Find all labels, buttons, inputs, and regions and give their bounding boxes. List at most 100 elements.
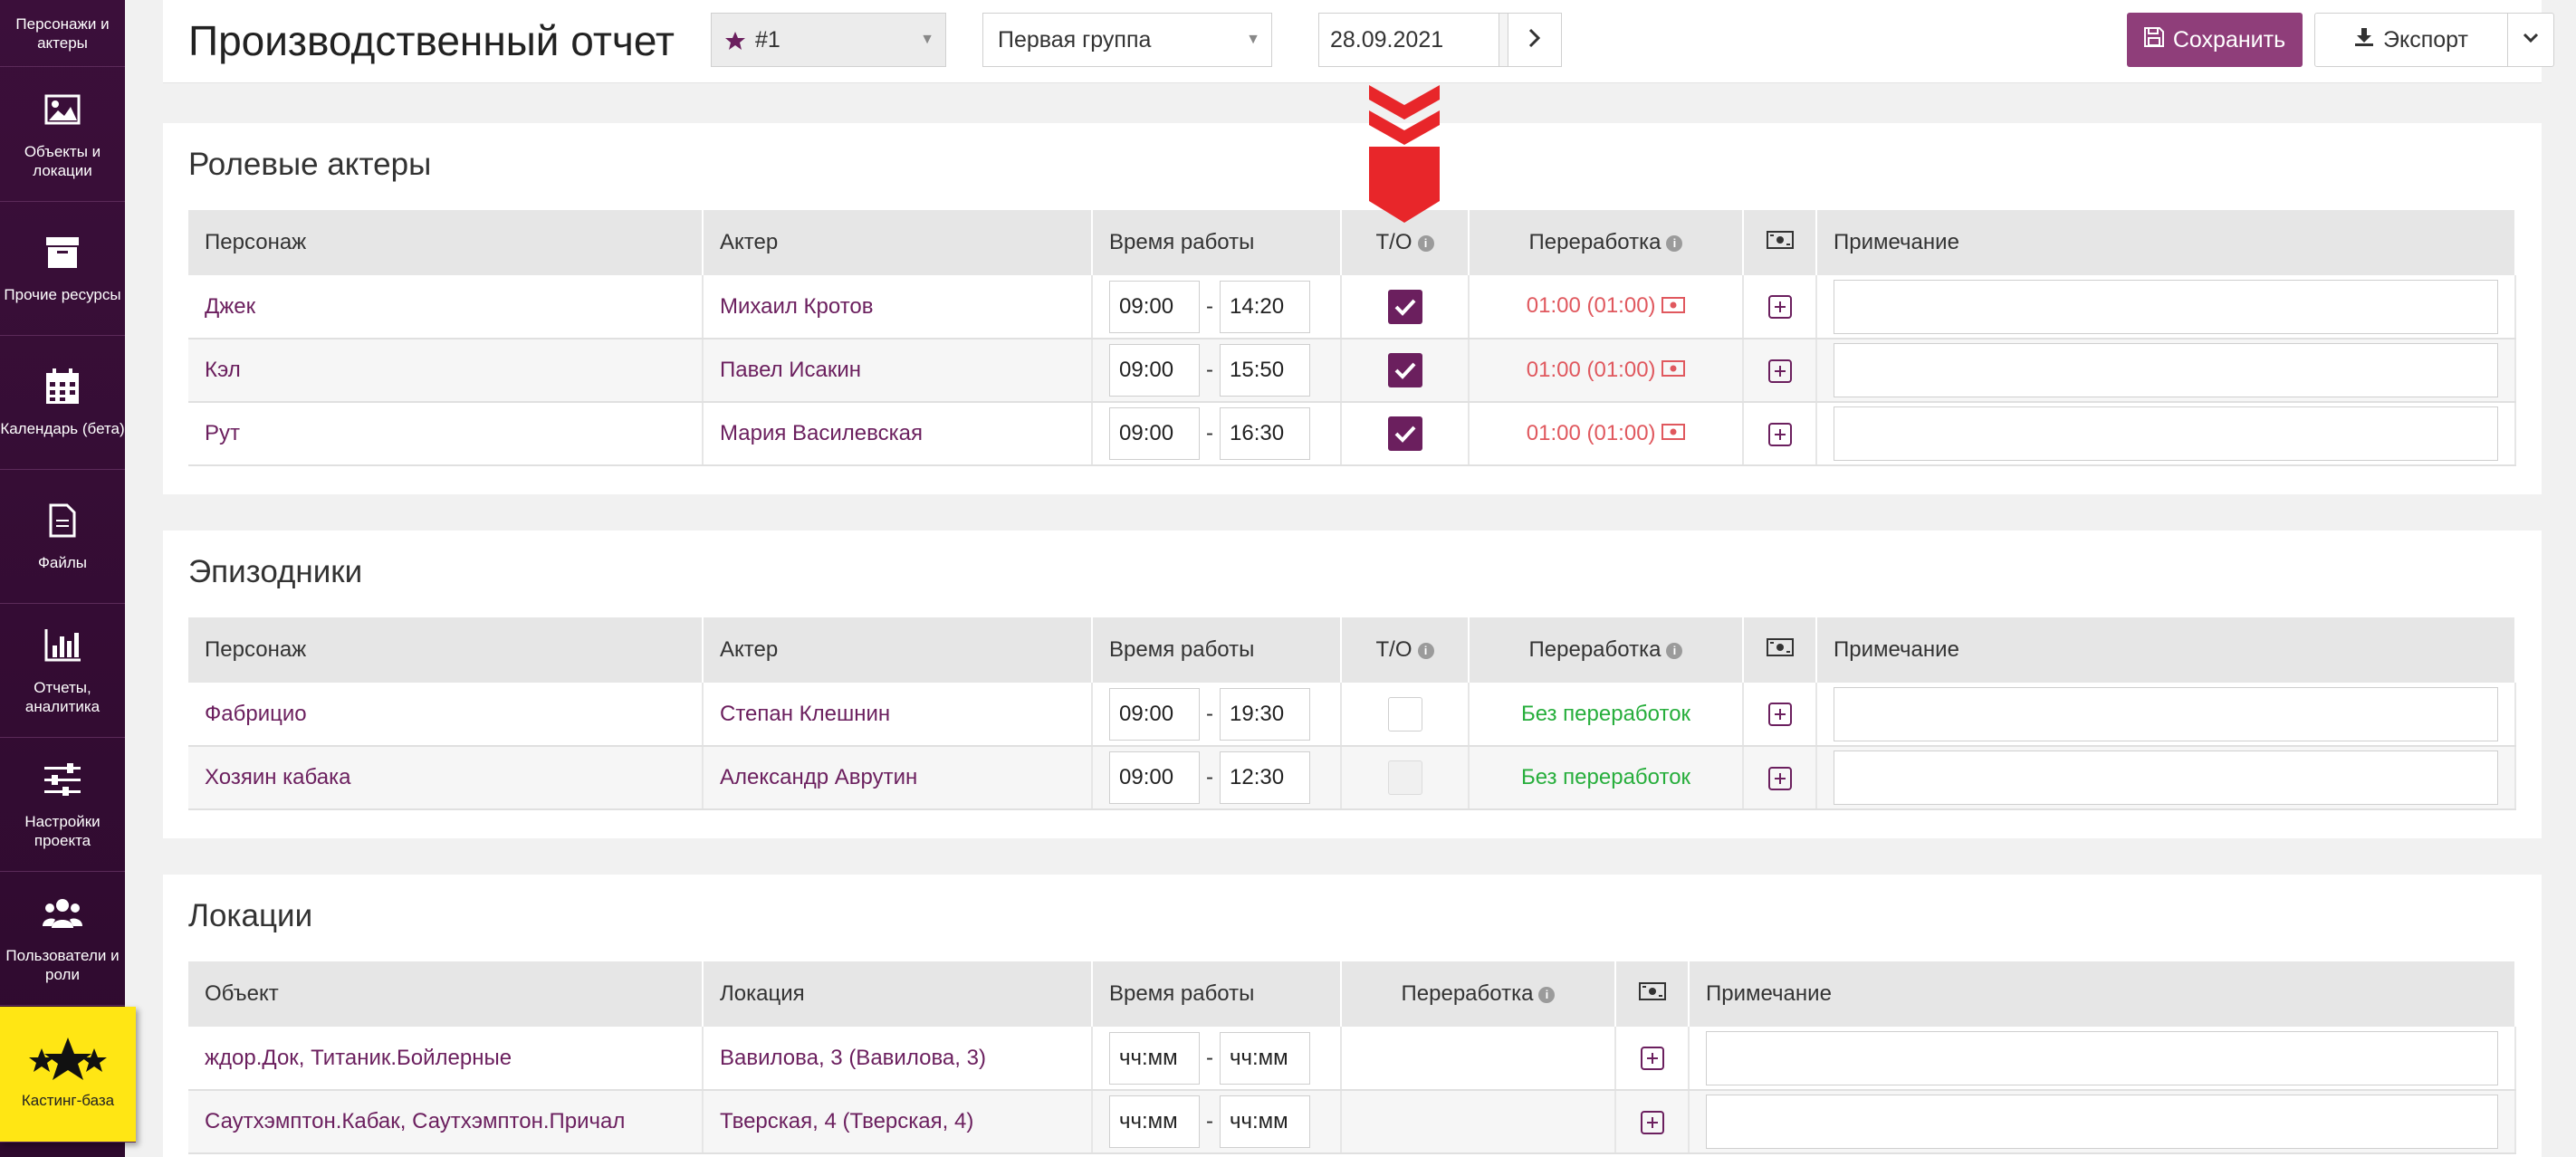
object-link[interactable]: ждор.Док, Титаник.Бойлерные [188,1027,704,1091]
sidebar-item-resources[interactable]: Прочие ресурсы [0,202,125,336]
end-time-input[interactable]: 19:30 [1220,687,1310,741]
end-time-input[interactable]: 16:30 [1220,407,1310,460]
end-time-input[interactable]: чч:мм [1220,1095,1310,1148]
column-header: Актер [703,210,1093,275]
start-time-input[interactable]: 09:00 [1109,280,1200,333]
to-cell [1341,339,1470,403]
note-input[interactable] [1834,406,2498,461]
add-icon[interactable] [1640,1110,1664,1134]
chevron-down-icon: ▼ [920,32,934,47]
work-time-cell: чч:мм - чч:мм [1092,1027,1342,1091]
add-icon[interactable] [1640,1047,1664,1071]
actor-link[interactable]: Александр Аврутин [703,746,1093,810]
report-select[interactable]: #1 ▼ [711,13,946,67]
start-time-input[interactable]: чч:мм [1109,1095,1200,1148]
column-header: Примечание [1816,210,2516,275]
add-payment-cell [1615,1090,1690,1154]
table-header-row: Объект Локация Время работы Переработка i… [188,961,2516,1027]
start-time-input[interactable]: 09:00 [1109,751,1200,804]
save-button[interactable]: Сохранить [2127,13,2303,67]
note-input[interactable] [1706,1095,2498,1149]
location-link[interactable]: Тверская, 4 (Тверская, 4) [703,1090,1093,1154]
export-button[interactable]: Экспорт [2314,13,2508,67]
chevron-down-icon [2522,32,2540,49]
sidebar-item-users[interactable]: Пользователи и роли [0,872,125,1006]
start-time-input[interactable]: чч:мм [1109,1031,1200,1085]
date-input[interactable]: 28.09.2021 [1318,13,1499,67]
end-time-input[interactable]: 15:50 [1220,344,1310,397]
to-checkbox[interactable] [1387,289,1422,324]
overtime-cell: 01:00 (01:00) [1469,275,1744,339]
info-icon[interactable]: i [1417,234,1434,252]
actor-link[interactable]: Мария Василевская [703,402,1093,466]
note-input[interactable] [1834,343,2498,397]
export-dropdown-toggle[interactable] [2507,13,2554,67]
sidebar-item-characters[interactable]: Персонажи и актеры [0,0,125,67]
actor-link[interactable]: Михаил Кротов [703,275,1093,339]
note-input[interactable] [1834,279,2498,334]
group-select[interactable]: Первая группа ▼ [982,13,1272,67]
note-input[interactable] [1834,686,2498,741]
character-link[interactable]: Джек [188,275,704,339]
next-date-button[interactable] [1508,13,1562,67]
start-time-input[interactable]: 09:00 [1109,687,1200,741]
table-header-row: Персонаж Актер Время работы Т/О i Перераб… [188,617,2516,683]
add-icon[interactable] [1767,295,1792,320]
actor-link[interactable]: Павел Исакин [703,339,1093,403]
sidebar-item-objects[interactable]: Объекты и локации [0,68,125,202]
sidebar-item-label: Файлы [37,554,87,571]
to-checkbox[interactable] [1387,353,1422,387]
column-header: Время работы [1092,210,1342,275]
sidebar-item-settings[interactable]: Настройки проекта [0,738,125,872]
overtime-cell: 01:00 (01:00) [1469,402,1744,466]
to-checkbox-disabled [1387,760,1422,795]
info-icon[interactable]: i [1666,234,1683,252]
start-time-input[interactable]: 09:00 [1109,344,1200,397]
work-time-cell: 09:00-12:30 [1092,746,1342,810]
character-link[interactable]: Фабрицио [188,683,704,747]
add-icon[interactable] [1767,703,1792,727]
start-time-input[interactable]: 09:00 [1109,407,1200,460]
end-time-input[interactable]: 14:20 [1220,280,1310,333]
column-header: Актер [703,617,1093,683]
info-icon[interactable]: i [1666,642,1683,659]
table-row: Джек Михаил Кротов 09:00-14:20 01:00 (01… [188,275,2516,339]
add-payment-cell [1615,1027,1690,1091]
sidebar-item-label: Персонажи и актеры [15,14,110,52]
add-icon[interactable] [1767,359,1792,383]
overtime-cell [1341,1027,1616,1091]
sidebar-item-label: Календарь (бета) [0,420,125,437]
sidebar-item-files[interactable]: Файлы [0,470,125,604]
note-input[interactable] [1706,1030,2498,1085]
add-payment-cell [1743,275,1817,339]
character-link[interactable]: Кэл [188,339,704,403]
to-checkbox[interactable] [1387,416,1422,451]
sidebar-item-label: Настройки проекта [24,812,101,849]
page-title: Производственный отчет [188,17,675,64]
table-header-row: Персонаж Актер Время работы Т/О i Перераб… [188,210,2516,275]
to-checkbox[interactable] [1387,696,1422,731]
add-icon[interactable] [1767,422,1792,446]
save-icon [2143,26,2164,53]
work-time-cell: 09:00-14:20 [1092,275,1342,339]
actor-link[interactable]: Степан Клешнин [703,683,1093,747]
add-icon[interactable] [1767,766,1792,790]
object-link[interactable]: Саутхэмптон.Кабак, Саутхэмптон.Причал [188,1090,704,1154]
end-time-input[interactable]: чч:мм [1220,1031,1310,1085]
location-link[interactable]: Вавилова, 3 (Вавилова, 3) [703,1027,1093,1091]
section-title: Ролевые актеры [188,147,432,182]
character-link[interactable]: Рут [188,402,704,466]
column-header: Локация [703,961,1093,1027]
sidebar-item-calendar[interactable]: Календарь (бета) [0,336,125,470]
end-time-input[interactable]: 12:30 [1220,751,1310,804]
info-icon[interactable]: i [1417,642,1434,659]
character-link[interactable]: Хозяин кабака [188,746,704,810]
sidebar-item-casting[interactable]: Кастинг-база [0,1007,136,1143]
info-icon[interactable]: i [1538,986,1556,1003]
sidebar-item-reports[interactable]: Отчеты, аналитика [0,604,125,738]
sliders-icon [43,760,82,799]
column-header: Время работы [1092,617,1342,683]
table-row: Кэл Павел Исакин 09:00-15:50 01:00 (01:0… [188,339,2516,403]
column-header-payment [1743,210,1817,275]
note-input[interactable] [1834,751,2498,805]
